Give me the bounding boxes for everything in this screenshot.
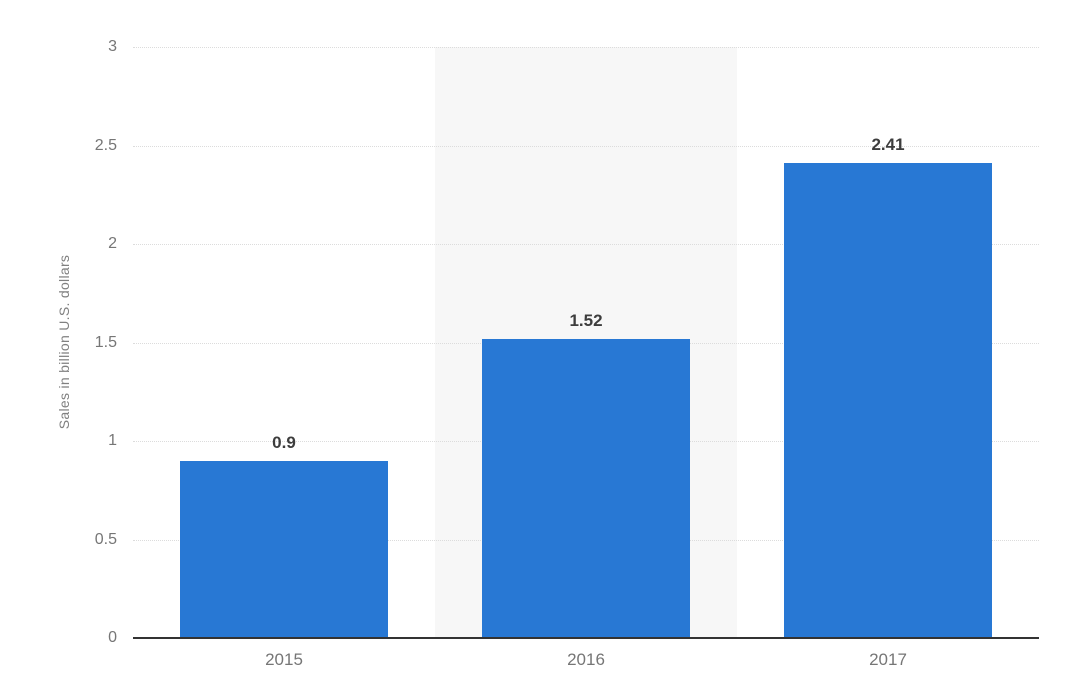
bar-value-label-2015: 0.9 xyxy=(272,432,296,452)
y-tick-label-1: 1 xyxy=(108,432,117,449)
bar-2017[interactable] xyxy=(783,163,993,638)
gridline-2.5 xyxy=(133,145,1039,147)
bar-2016[interactable] xyxy=(481,338,691,638)
y-tick-label-0.5: 0.5 xyxy=(94,530,117,548)
y-tick-label-2: 2 xyxy=(108,235,117,252)
x-axis-label-2016: 2016 xyxy=(567,650,605,669)
gridline-3 xyxy=(133,47,1039,48)
y-axis-title: Sales in billion U.S. dollars xyxy=(56,254,72,430)
y-tick-label-2.5: 2.5 xyxy=(94,136,117,154)
bar-2015[interactable] xyxy=(179,460,389,638)
y-tick-label-1.5: 1.5 xyxy=(94,333,117,351)
y-tick-label-0: 0 xyxy=(108,629,117,646)
x-axis-label-2015: 2015 xyxy=(265,650,303,669)
plot-area: 0 0.5 1 1.5 2 2.5 3 0.9 2015 1.52 2016 2.41 2017 xyxy=(95,38,1039,669)
y-tick-label-3: 3 xyxy=(108,38,117,55)
bar-value-label-2016: 1.52 xyxy=(569,310,603,330)
gridline-2 xyxy=(133,244,1039,245)
x-axis-label-2017: 2017 xyxy=(869,650,907,669)
x-axis-line xyxy=(133,637,1039,639)
bar-value-label-2017: 2.41 xyxy=(871,135,905,155)
